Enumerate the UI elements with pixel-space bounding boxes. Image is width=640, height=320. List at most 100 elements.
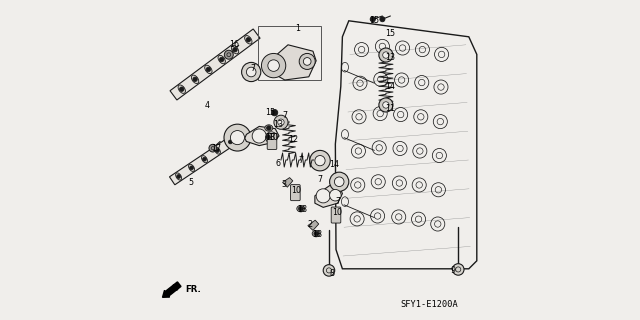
Ellipse shape (189, 164, 195, 172)
Text: 10: 10 (333, 208, 342, 217)
Text: 4: 4 (205, 101, 210, 110)
Circle shape (303, 58, 311, 65)
Circle shape (268, 60, 280, 71)
FancyBboxPatch shape (332, 207, 341, 223)
FancyBboxPatch shape (291, 185, 300, 201)
Text: 17: 17 (211, 144, 221, 153)
Ellipse shape (205, 65, 212, 74)
Text: 8: 8 (330, 269, 335, 278)
Ellipse shape (231, 45, 239, 54)
Circle shape (246, 67, 256, 77)
Circle shape (298, 206, 303, 211)
Circle shape (267, 126, 271, 130)
Circle shape (233, 47, 237, 52)
Circle shape (177, 175, 180, 179)
Circle shape (193, 77, 197, 82)
Ellipse shape (244, 36, 252, 44)
Ellipse shape (178, 85, 186, 93)
Circle shape (228, 140, 232, 144)
Text: 10: 10 (269, 133, 278, 142)
FancyArrow shape (163, 282, 181, 297)
FancyBboxPatch shape (268, 133, 277, 149)
Circle shape (230, 131, 244, 145)
Circle shape (242, 62, 261, 82)
Circle shape (252, 129, 266, 143)
Circle shape (224, 124, 251, 151)
Text: 7: 7 (335, 197, 340, 206)
Text: 7: 7 (250, 64, 255, 73)
Circle shape (179, 87, 184, 92)
Polygon shape (315, 186, 342, 207)
Text: 14: 14 (330, 160, 339, 169)
Circle shape (383, 52, 389, 58)
Ellipse shape (214, 147, 220, 154)
Text: 7: 7 (317, 175, 323, 184)
Polygon shape (245, 126, 279, 146)
Circle shape (300, 53, 316, 69)
Ellipse shape (227, 138, 234, 146)
Circle shape (216, 149, 220, 153)
Text: 15: 15 (266, 108, 275, 116)
Text: 13: 13 (385, 53, 396, 62)
Circle shape (266, 132, 277, 143)
Circle shape (310, 150, 330, 171)
Polygon shape (335, 21, 477, 269)
Text: SFY1-E1200A: SFY1-E1200A (400, 300, 458, 309)
Polygon shape (283, 178, 292, 187)
Ellipse shape (202, 156, 207, 163)
Text: 16: 16 (230, 40, 239, 49)
Circle shape (202, 157, 206, 161)
Circle shape (246, 37, 251, 42)
Circle shape (209, 144, 216, 152)
Circle shape (274, 115, 288, 129)
Circle shape (379, 48, 393, 62)
Text: 14: 14 (385, 82, 396, 91)
Circle shape (314, 231, 319, 236)
Circle shape (278, 119, 284, 125)
Text: FR.: FR. (185, 285, 201, 294)
Text: 1: 1 (295, 24, 300, 33)
Ellipse shape (218, 55, 225, 64)
Circle shape (266, 135, 271, 139)
Ellipse shape (265, 125, 273, 131)
Polygon shape (170, 29, 260, 100)
Ellipse shape (312, 230, 320, 237)
Ellipse shape (175, 173, 182, 180)
Ellipse shape (264, 134, 272, 140)
Text: 6: 6 (276, 159, 281, 168)
Ellipse shape (297, 205, 305, 212)
Text: 18: 18 (297, 205, 307, 214)
Circle shape (225, 50, 234, 59)
Polygon shape (262, 45, 316, 80)
Text: 15: 15 (369, 16, 380, 25)
Text: 15: 15 (385, 29, 396, 38)
Text: 7: 7 (298, 156, 303, 164)
Text: 12: 12 (288, 135, 298, 144)
Circle shape (189, 166, 193, 170)
Text: 9: 9 (451, 266, 456, 275)
Text: 18: 18 (312, 230, 322, 239)
Circle shape (330, 189, 341, 201)
Polygon shape (170, 134, 239, 185)
Ellipse shape (191, 75, 199, 84)
Circle shape (220, 57, 224, 62)
Text: 13: 13 (273, 120, 284, 129)
Circle shape (330, 172, 349, 191)
Polygon shape (308, 220, 319, 230)
Circle shape (335, 177, 344, 187)
Text: 3: 3 (282, 180, 287, 188)
Circle shape (380, 17, 385, 22)
Text: 7: 7 (282, 111, 287, 120)
Circle shape (452, 264, 464, 275)
Text: 2: 2 (307, 220, 312, 229)
Text: 18: 18 (266, 133, 275, 142)
Circle shape (316, 189, 330, 203)
Text: 11: 11 (385, 104, 396, 113)
Circle shape (262, 53, 286, 78)
Circle shape (271, 109, 278, 116)
Circle shape (323, 265, 335, 276)
Circle shape (379, 98, 393, 112)
Circle shape (206, 67, 211, 72)
Circle shape (383, 102, 389, 108)
Text: 5: 5 (189, 178, 194, 187)
